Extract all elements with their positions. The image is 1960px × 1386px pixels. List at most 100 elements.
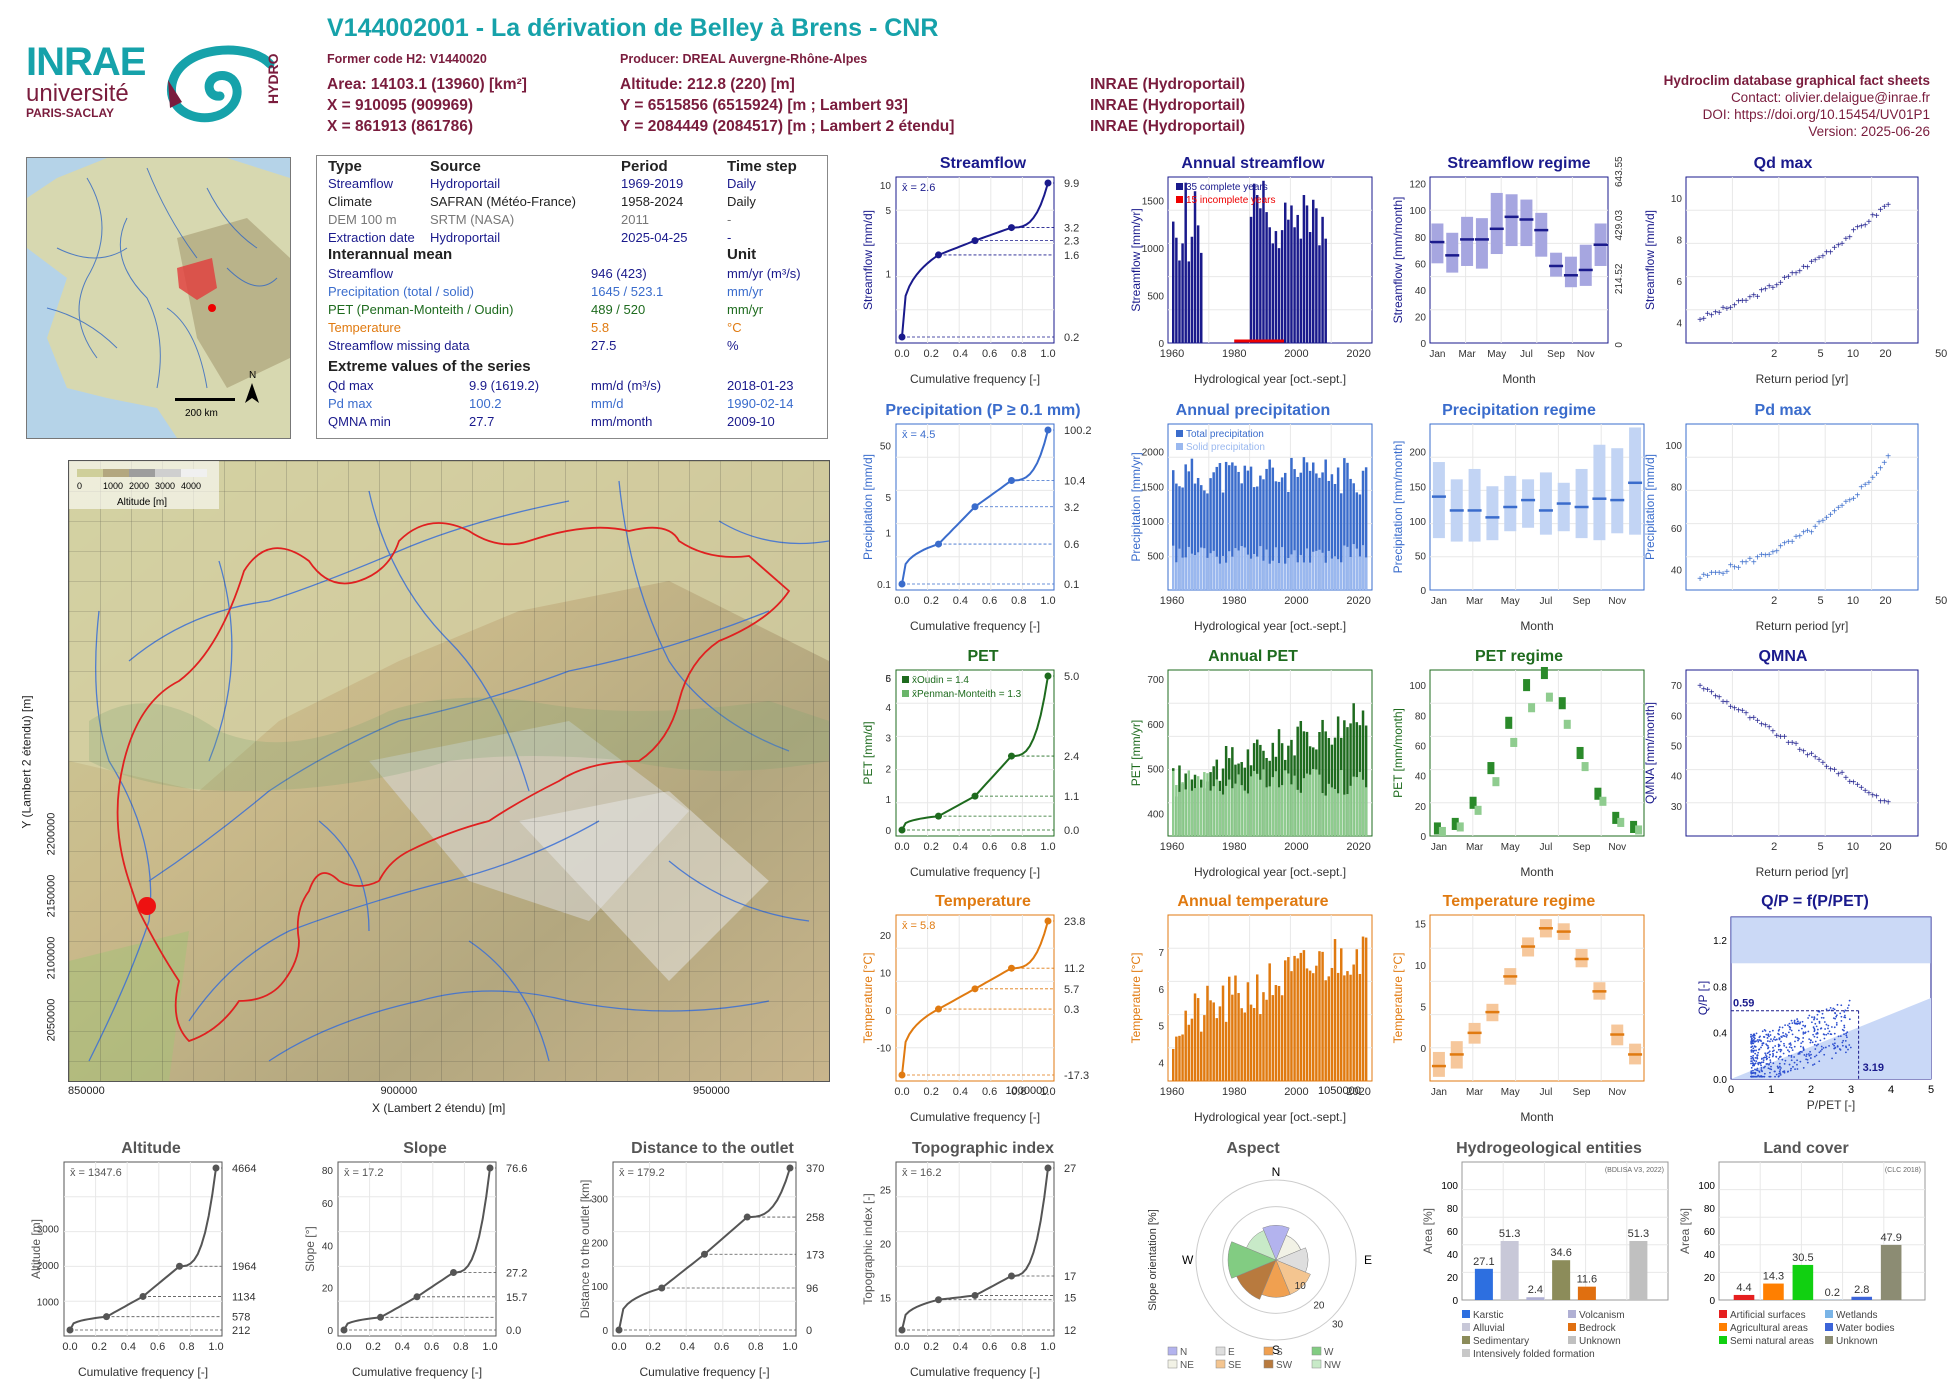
qp-point <box>1803 1054 1806 1056</box>
chart-streamflow_regime: Jan Mar May Jul Sep Nov 0 20 40 60 80 100 120 643.55 4… <box>1391 156 1625 386</box>
annual-bar <box>1296 726 1299 836</box>
qp-point <box>1807 1030 1810 1033</box>
annual-bar <box>1340 493 1343 590</box>
qp-point <box>1816 1018 1819 1021</box>
qp-point <box>1763 1066 1765 1069</box>
annual-bar <box>1262 992 1265 1081</box>
x-axis-label: Hydrological year [oct.-sept.] <box>1194 1110 1346 1124</box>
extreme-point: + <box>1878 205 1884 216</box>
qp-point <box>1756 1039 1759 1041</box>
annual-bar <box>1324 731 1327 836</box>
panel-temp_cdf: Temperature 23.8 11.2 5.7 0.3 -17.3 20 10 0 -10 0.… <box>858 893 1108 1125</box>
x-axis-label: Hydrological year [oct.-sept.] <box>1194 865 1346 879</box>
annual-bar <box>1271 467 1275 590</box>
qp-point <box>1813 1016 1816 1019</box>
extreme-point: + <box>1709 568 1715 579</box>
info-table: Type Source Period Time step Interannual… <box>316 155 828 439</box>
x93-value: X = 910095 (909969) <box>327 97 474 114</box>
legend-label: Semi natural areas <box>1730 1336 1814 1347</box>
qp-point <box>1789 1069 1792 1072</box>
category-bar <box>1763 1283 1784 1300</box>
right-tick: 2.3 <box>1064 236 1079 248</box>
annual-bar-2 <box>1271 777 1275 836</box>
annual-bar <box>1252 487 1256 590</box>
mean-value: 5.8 <box>591 320 610 335</box>
y-tick: 6 <box>1158 985 1164 996</box>
plot-frame <box>612 1161 797 1337</box>
bar-value-label: 2.4 <box>1528 1284 1543 1296</box>
doi-link[interactable]: DOI: https://doi.org/10.15454/UV01P1 <box>1702 107 1930 122</box>
panel-annual_pet: Annual PET 1960 1980 2000 2020 400 500 600 700 PE… <box>1128 648 1378 880</box>
right-tick: 1134 <box>232 1291 256 1303</box>
y-tick: 40 <box>1671 772 1683 783</box>
aspect-legend-swatch <box>1311 1359 1322 1369</box>
extreme-point: + <box>1885 452 1891 463</box>
extreme-point: + <box>1839 768 1845 779</box>
panel-annual_precip: Annual precipitation 1960 1980 2000 2020 500 1… <box>1128 402 1378 634</box>
aspect-legend-swatch <box>1215 1346 1226 1356</box>
annual-bar-2 <box>1343 545 1346 590</box>
x-tick: 1980 <box>1222 1086 1246 1098</box>
extreme-point: + <box>1770 548 1776 559</box>
qp-point <box>1768 1035 1770 1038</box>
legend-label: Solid precipitation <box>1186 442 1265 453</box>
annual-bar <box>1302 457 1306 590</box>
annual-bar <box>1355 492 1359 590</box>
annual-bar-2 <box>1277 563 1281 590</box>
y-axis-label: Temperature [°C] <box>861 953 875 1044</box>
ring-label: 10 <box>1295 1281 1307 1292</box>
annual-bar <box>1187 1024 1191 1081</box>
regime-box <box>1539 472 1552 535</box>
regime-box-pm <box>1492 777 1500 787</box>
extreme-point: + <box>1743 558 1749 569</box>
aspect-legend-swatch <box>1167 1346 1178 1356</box>
qp-point <box>1820 1016 1823 1019</box>
panel-pet_cdf: PET 5.0 2.4 1.1 0.0 6 5 4 3 2 1 0 0.0 0.2 0.4 0.6 0.8 1.0… <box>858 648 1108 880</box>
qp-point <box>1805 1053 1808 1056</box>
regime-box-pm <box>1438 826 1446 836</box>
plot-frame <box>895 669 1055 837</box>
annual-bar-2 <box>1184 557 1187 590</box>
annual-bar-2 <box>1178 791 1181 836</box>
aspect-slice <box>1262 1225 1290 1261</box>
col-header-timestep: Time step <box>727 158 797 175</box>
regime-box <box>1490 192 1503 255</box>
annual-bar <box>1252 1008 1256 1081</box>
panel-qmna: QMNA + + + + + + + + + + + + + + + + + + + + + + + + + + + + + + + + + + + +… <box>1640 648 1947 880</box>
quantile-point <box>786 1164 794 1172</box>
ring-label: 30 <box>1332 1320 1344 1331</box>
annual-bar-2 <box>1280 785 1284 836</box>
qp-point <box>1844 1009 1847 1012</box>
qp-point <box>1778 1038 1781 1041</box>
left-tick: 20 <box>880 931 892 942</box>
extreme-point: + <box>1824 513 1830 524</box>
contact-link[interactable]: Contact: olivier.delaigue@inrae.fr <box>1730 90 1930 105</box>
qp-point <box>1781 1058 1784 1061</box>
annual-bar-2 <box>1355 548 1359 590</box>
extreme-point: + <box>1793 739 1799 750</box>
annual-bar <box>1312 199 1315 343</box>
logo-inrae: INRAE université PARIS-SACLAY <box>26 42 151 122</box>
annual-bar <box>1318 477 1321 590</box>
qp-point <box>1808 1038 1811 1040</box>
info-type: Streamflow <box>328 176 394 191</box>
qp-point <box>1802 1066 1805 1069</box>
extreme-point: + <box>1793 269 1799 280</box>
qp-point <box>1799 1060 1802 1063</box>
annual-bar <box>1172 470 1175 590</box>
extreme-point: + <box>1816 755 1822 766</box>
qp-point <box>1788 1022 1791 1025</box>
qp-point <box>1788 1050 1791 1053</box>
category-bar <box>1552 1260 1571 1300</box>
right-tick: 0.3 <box>1064 1004 1079 1016</box>
qp-point <box>1762 1059 1765 1062</box>
qp-point <box>1809 1041 1812 1044</box>
quantile-point <box>1044 179 1052 187</box>
annual-bar-2 <box>1224 785 1228 836</box>
qp-point <box>1754 1056 1757 1059</box>
extreme-point: + <box>1785 272 1791 283</box>
map-legend-tick: 2000 <box>129 481 149 491</box>
qp-point <box>1825 1033 1828 1036</box>
extreme-value: 27.7 <box>469 414 495 429</box>
